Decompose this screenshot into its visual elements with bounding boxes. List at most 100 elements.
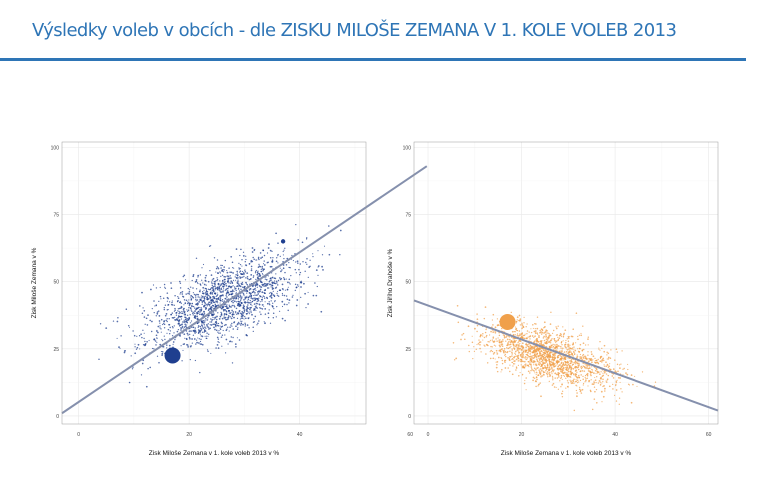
data-point xyxy=(542,373,544,375)
data-point xyxy=(144,340,146,343)
data-point xyxy=(513,346,515,348)
data-point xyxy=(237,298,240,300)
data-point xyxy=(258,303,261,306)
data-point xyxy=(627,368,629,371)
data-point xyxy=(513,342,515,344)
data-point xyxy=(482,332,484,335)
data-point xyxy=(561,383,563,386)
data-point xyxy=(246,301,248,304)
data-point xyxy=(468,344,470,347)
data-point xyxy=(219,325,221,327)
data-point xyxy=(587,385,589,387)
data-point xyxy=(501,362,504,365)
data-point xyxy=(291,296,294,298)
data-point xyxy=(246,292,248,294)
data-point xyxy=(227,318,229,320)
data-point xyxy=(545,340,548,343)
data-point xyxy=(288,299,291,301)
data-point xyxy=(557,338,560,341)
data-point xyxy=(234,288,236,290)
data-point xyxy=(540,375,542,378)
data-point xyxy=(171,301,173,304)
data-point xyxy=(572,363,575,366)
data-point xyxy=(219,271,221,273)
data-point xyxy=(250,312,252,314)
data-point xyxy=(235,292,237,294)
data-point xyxy=(594,369,597,372)
data-point xyxy=(536,348,538,350)
data-point xyxy=(590,353,593,356)
data-point xyxy=(220,291,223,293)
data-point xyxy=(565,339,567,342)
data-point xyxy=(233,316,235,319)
data-point xyxy=(299,263,302,265)
data-point xyxy=(532,379,534,382)
data-point xyxy=(227,309,230,312)
data-point xyxy=(295,223,297,226)
data-point xyxy=(519,358,522,361)
data-point xyxy=(516,334,519,337)
data-point xyxy=(242,304,245,306)
data-point xyxy=(583,365,585,367)
data-point xyxy=(241,310,243,313)
data-point xyxy=(227,315,230,317)
data-point xyxy=(541,375,543,377)
data-point xyxy=(196,299,199,301)
data-point xyxy=(549,323,552,325)
data-point xyxy=(233,290,235,293)
data-point xyxy=(595,367,597,369)
data-point xyxy=(610,349,612,351)
data-point xyxy=(567,362,570,364)
data-point xyxy=(580,332,582,335)
data-point xyxy=(242,307,245,310)
data-point xyxy=(494,358,496,360)
data-point xyxy=(546,330,548,332)
data-point xyxy=(287,286,289,288)
data-point xyxy=(184,318,187,321)
data-point xyxy=(575,363,577,365)
data-point xyxy=(201,326,204,328)
trend-line xyxy=(413,299,719,412)
data-point xyxy=(260,286,263,288)
data-point xyxy=(556,343,558,346)
data-point xyxy=(536,367,538,370)
data-point xyxy=(526,358,528,360)
data-point xyxy=(297,262,299,264)
data-point xyxy=(178,310,180,313)
data-point xyxy=(522,354,525,356)
data-point xyxy=(575,366,577,368)
data-point xyxy=(549,374,552,376)
data-point xyxy=(615,380,618,383)
data-point xyxy=(143,332,145,334)
data-point xyxy=(600,355,603,358)
data-point xyxy=(559,333,562,335)
data-point xyxy=(546,332,548,334)
data-point xyxy=(300,296,302,299)
data-point xyxy=(156,312,159,315)
data-point xyxy=(220,294,223,297)
data-point xyxy=(598,347,600,349)
data-point xyxy=(581,370,584,372)
data-point xyxy=(286,288,289,290)
data-point xyxy=(256,271,259,274)
data-point xyxy=(195,339,198,341)
data-point xyxy=(522,365,525,367)
data-point xyxy=(510,311,512,314)
data-point xyxy=(571,380,573,382)
data-point xyxy=(221,299,224,301)
data-point xyxy=(204,303,207,305)
data-point xyxy=(595,373,597,375)
plot-frame xyxy=(61,141,367,425)
data-point xyxy=(312,253,314,255)
data-point xyxy=(268,301,270,303)
data-point xyxy=(245,290,247,293)
data-point xyxy=(269,283,272,286)
data-point xyxy=(539,340,541,342)
data-point xyxy=(561,344,563,346)
data-point xyxy=(233,300,236,303)
data-point xyxy=(476,330,478,333)
data-point xyxy=(224,289,226,291)
data-point xyxy=(592,355,595,358)
data-point xyxy=(585,366,587,368)
